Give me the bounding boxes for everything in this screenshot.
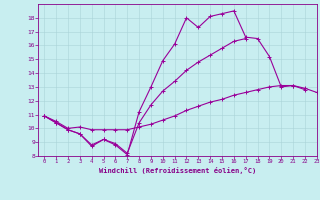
X-axis label: Windchill (Refroidissement éolien,°C): Windchill (Refroidissement éolien,°C) — [99, 167, 256, 174]
